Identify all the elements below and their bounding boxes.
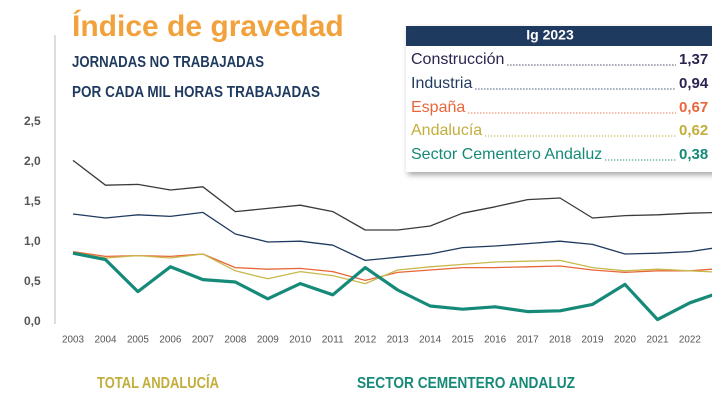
legend-value: 1,37 [679,51,708,68]
legend-label: Construcción [411,51,504,68]
series-line [72,211,712,262]
y-tick-label: 1,5 [24,194,41,208]
section-heading: SECTOR CEMENTERO ANDALUZ [357,375,575,392]
x-tick-label: 2007 [192,335,214,346]
x-tick-label: 2016 [484,335,506,346]
legend-label: Andalucía [411,122,482,139]
x-tick-label: 2012 [354,335,376,346]
x-tick-label: 2020 [614,335,636,346]
x-tick-label: 2019 [582,335,604,346]
x-tick-label: 2011 [322,335,344,346]
x-tick-label: 2008 [224,335,246,346]
x-tick-label: 2010 [289,335,311,346]
legend-label: Industria [411,75,472,92]
series-line [72,250,712,282]
x-tick-label: 2013 [387,335,409,346]
y-tick-label: 1,0 [24,234,41,248]
legend-value: 0,62 [679,122,708,139]
x-tick-label: 2017 [517,335,539,346]
chart-title: Índice de gravedad [72,9,344,43]
legend-value: 0,94 [679,75,709,92]
series-line [72,251,712,285]
legend-header [406,26,712,46]
legend-label: España [411,99,465,116]
x-tick-label: 2004 [94,335,116,346]
x-tick-label: 2022 [679,335,701,346]
x-tick-label: 2005 [127,335,149,346]
x-tick-label: 2021 [646,335,668,346]
series-line [72,251,712,322]
series-line [72,159,712,231]
legend-label: Sector Cementero Andaluz [411,146,602,163]
x-tick-label: 2009 [257,335,279,346]
legend-title: Ig 2023 [526,27,574,43]
legend-box [406,26,712,172]
subtitle: JORNADAS NO TRABAJADAS [72,54,264,71]
subtitle: POR CADA MIL HORAS TRABAJADAS [72,84,320,101]
y-tick-label: 2,0 [24,154,41,168]
y-tick-label: 0,5 [24,274,41,288]
x-tick-label: 2003 [62,335,84,346]
legend-value: 0,67 [679,99,708,116]
x-tick-label: 2015 [452,335,474,346]
y-tick-label: 0,0 [24,314,41,328]
x-tick-label: 2014 [419,335,441,346]
section-heading: TOTAL ANDALUCÍA [97,373,219,392]
y-tick-label: 2,5 [24,114,41,128]
x-tick-label: 2006 [159,335,181,346]
x-tick-label: 2018 [549,335,571,346]
legend-value: 0,38 [679,146,708,163]
plot-area [72,159,712,322]
